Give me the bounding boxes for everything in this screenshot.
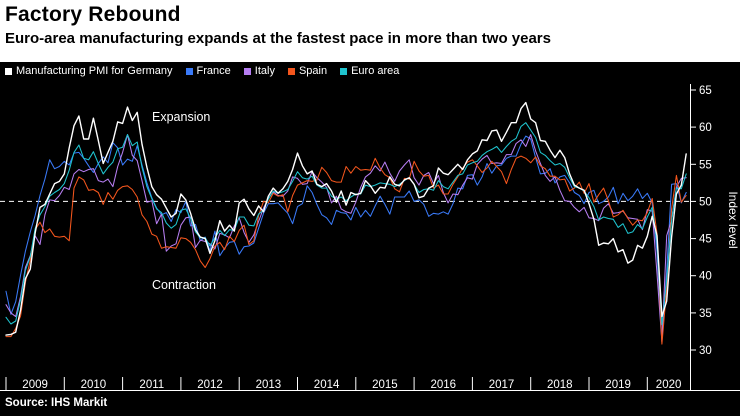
y-tick-label: 55 (699, 159, 712, 171)
chart-title: Factory Rebound (5, 3, 181, 26)
y-tick-label: 65 (699, 85, 712, 97)
x-tick-label: 2020 (656, 379, 682, 391)
annotation-expansion: Expansion (152, 110, 210, 124)
legend-item-italy: Italy (243, 65, 275, 77)
chart-header: Factory Rebound Euro-area manufacturing … (0, 0, 740, 62)
legend-item-manufacturing-pmi-for-germany: Manufacturing PMI for Germany (5, 65, 173, 77)
legend: Manufacturing PMI for Germany France Italy… (5, 65, 399, 77)
chart-subtitle: Euro-area manufacturing expands at the f… (5, 30, 551, 47)
x-tick-label: 2017 (489, 379, 515, 391)
x-tick-label: 2019 (605, 379, 631, 391)
x-tick-label: 2009 (22, 379, 48, 391)
legend-item-spain: Spain (287, 65, 328, 77)
series-line-euro-area (5, 122, 687, 326)
legend-label: Spain (298, 65, 328, 77)
legend-item-euro-area: Euro area (340, 65, 399, 77)
x-tick-label: 2012 (197, 379, 223, 391)
y-tick-label: 45 (699, 234, 712, 246)
y-axis-title: Index level (726, 191, 740, 248)
legend-label: Manufacturing PMI for Germany (16, 65, 173, 77)
legend-item-france: France (185, 65, 231, 77)
legend-swatch-spain (287, 67, 295, 75)
pmi-line-chart: 30 35 40 45 50 55 60 65 Index level 2009 2010 2011 2… (0, 84, 740, 391)
x-tick-label: 2016 (431, 379, 457, 391)
x-tick-label: 2013 (256, 379, 282, 391)
series-line-italy (5, 134, 687, 343)
legend-swatch-italy (243, 67, 251, 75)
annotation-contraction: Contraction (152, 278, 216, 292)
y-tick-label: 60 (699, 122, 712, 134)
x-tick-label: 2018 (547, 379, 573, 391)
y-tick-label: 30 (699, 345, 712, 357)
series-line-manufacturing-pmi-for-germany (5, 101, 687, 336)
source-text: Source: IHS Markit (5, 397, 108, 409)
y-tick-label: 50 (699, 196, 712, 208)
legend-label: France (196, 65, 231, 77)
source-bar: Source: IHS Markit (0, 392, 740, 416)
y-tick-label: 40 (699, 271, 712, 283)
legend-swatch-manufacturing-pmi-for-germany (5, 67, 12, 75)
x-tick-label: 2011 (139, 379, 164, 391)
legend-swatch-euro-area (340, 67, 348, 75)
series-line-spain (5, 155, 687, 345)
legend-label: Euro area (351, 65, 400, 77)
x-tick-label: 2014 (314, 379, 340, 391)
x-tick-label: 2010 (81, 379, 107, 391)
x-tick-label: 2015 (372, 379, 398, 391)
y-tick-label: 35 (699, 308, 712, 320)
legend-swatch-france (185, 67, 193, 75)
legend-label: Italy (254, 65, 275, 77)
